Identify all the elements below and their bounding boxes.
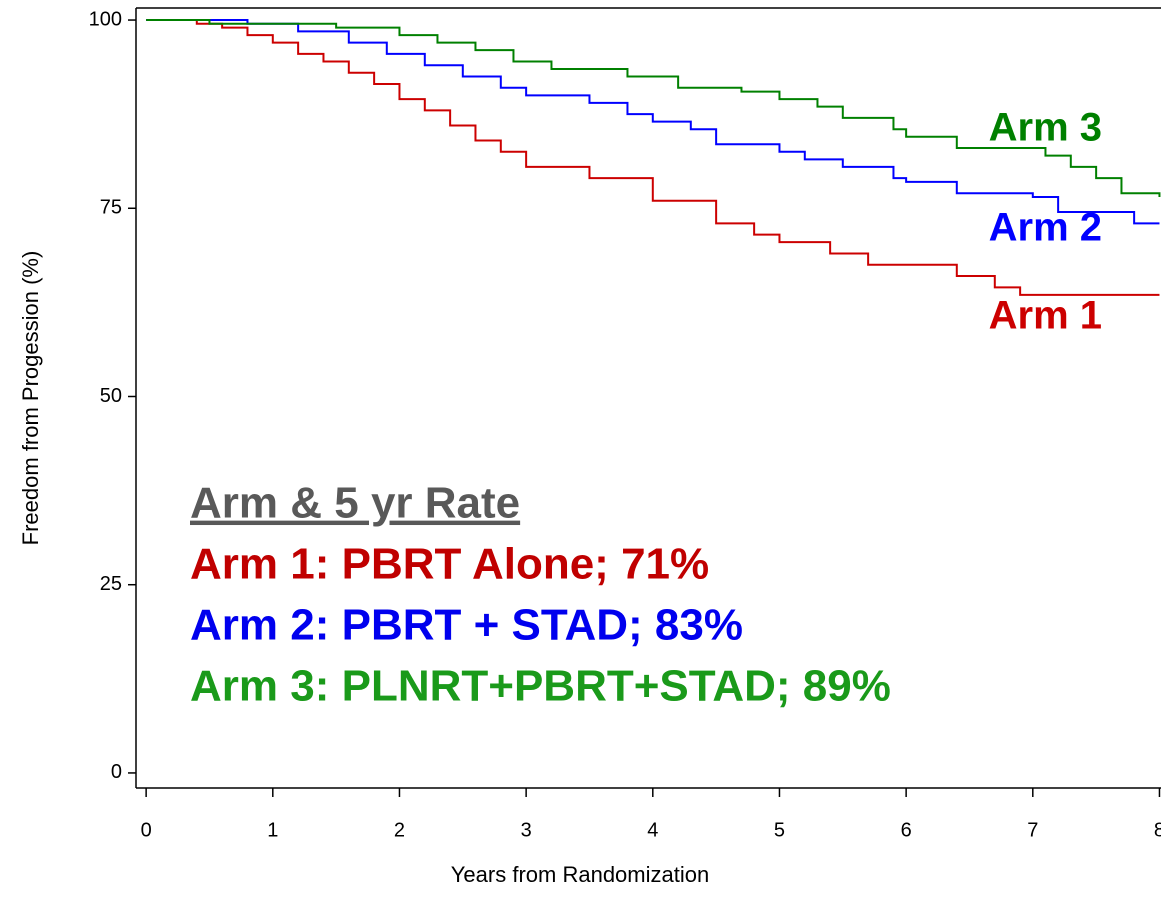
km-curve xyxy=(146,19,1160,296)
legend-label: Arm 3 xyxy=(989,106,1102,150)
x-tick-label: 4 xyxy=(647,819,658,841)
y-tick-label: 50 xyxy=(100,385,122,407)
y-tick-label: 100 xyxy=(89,8,122,30)
legend-label: Arm 1 xyxy=(989,294,1102,338)
annotation: Arm 1: PBRT Alone; 71% xyxy=(190,540,709,589)
x-tick-label: 3 xyxy=(521,819,532,841)
y-tick-label: 0 xyxy=(111,761,122,783)
km-curve xyxy=(146,19,1161,197)
x-tick-label: 6 xyxy=(901,819,912,841)
plot-area xyxy=(146,19,1161,296)
x-tick-label: 1 xyxy=(267,819,278,841)
annotation: Arm & 5 yr Rate xyxy=(190,479,520,528)
x-tick-label: 2 xyxy=(394,819,405,841)
x-tick-label: 8 xyxy=(1154,819,1161,841)
x-tick-label: 0 xyxy=(141,819,152,841)
km-curve xyxy=(146,19,1160,225)
y-axis-label: Freedom from Progession (%) xyxy=(18,251,43,546)
x-tick-label: 7 xyxy=(1027,819,1038,841)
y-tick-label: 25 xyxy=(100,573,122,595)
legend-label: Arm 2 xyxy=(989,206,1102,250)
y-tick-label: 75 xyxy=(100,197,122,219)
annotation: Arm 2: PBRT + STAD; 83% xyxy=(190,601,743,650)
x-tick-label: 5 xyxy=(774,819,785,841)
x-axis-label: Years from Randomization xyxy=(451,862,709,887)
annotation: Arm 3: PLNRT+PBRT+STAD; 89% xyxy=(190,662,891,711)
